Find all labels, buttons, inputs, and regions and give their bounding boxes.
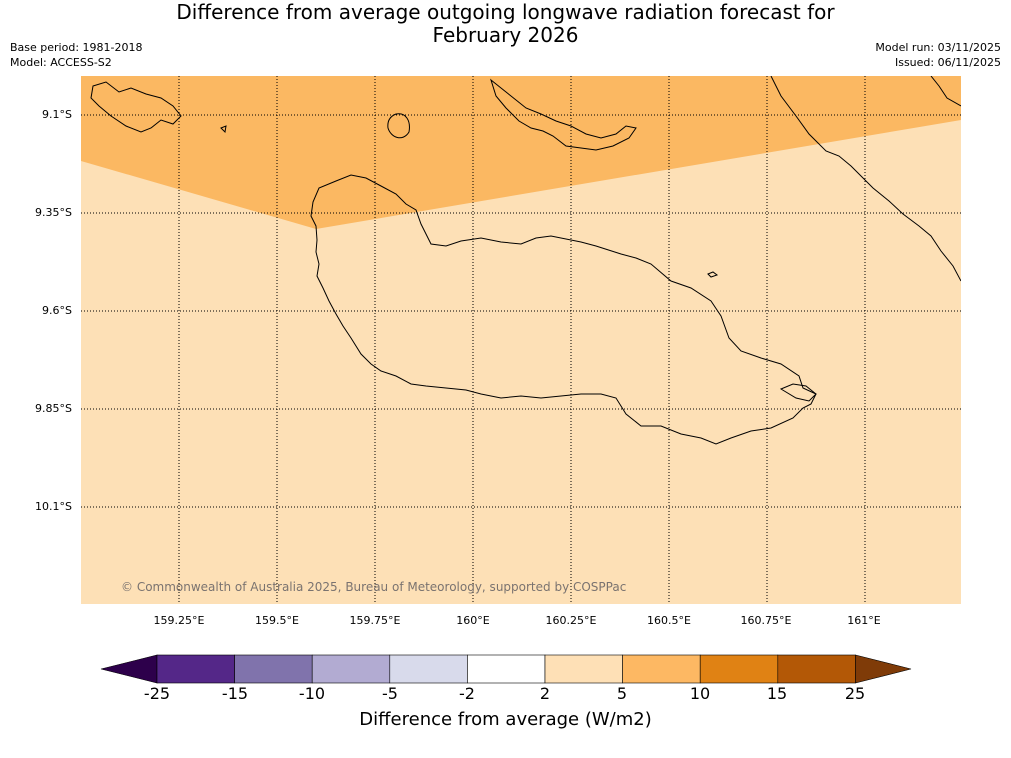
- meta-left: Base period: 1981-2018 Model: ACCESS-S2: [10, 40, 142, 70]
- malaita-north: [930, 76, 961, 107]
- lon-label: 160°E: [456, 614, 490, 627]
- main-island-coast: [310, 174, 817, 445]
- title-line-1: Difference from average outgoing longwav…: [176, 0, 835, 24]
- lon-label: 161°E: [847, 614, 881, 627]
- lon-label: 159.25°E: [153, 614, 205, 627]
- colorbar-tick: -5: [382, 684, 398, 703]
- colorbar-cell: [467, 654, 546, 684]
- map-panel: [81, 76, 961, 604]
- colorbar: [100, 654, 912, 684]
- lon-label: 160.25°E: [545, 614, 597, 627]
- anomaly-band-5-10: [81, 76, 961, 229]
- colorbar-extension-high: [855, 654, 912, 684]
- colorbar-cell: [389, 654, 468, 684]
- malaita-coast: [770, 76, 961, 282]
- colorbar-cell: [234, 654, 313, 684]
- model-name: Model: ACCESS-S2: [10, 56, 112, 69]
- map-svg: [81, 76, 961, 604]
- lat-label: 9.85°S: [35, 402, 72, 415]
- colorbar-svg: [100, 654, 912, 684]
- colorbar-cell: [156, 654, 235, 684]
- colorbar-tick: -15: [221, 684, 249, 703]
- meta-right: Model run: 03/11/2025 Issued: 06/11/2025: [875, 40, 1001, 70]
- islet-small: [707, 271, 719, 278]
- colorbar-tick: 15: [766, 684, 788, 703]
- colorbar-tick: -25: [143, 684, 171, 703]
- florida-islands: [490, 78, 637, 151]
- model-run: Model run: 03/11/2025: [875, 41, 1001, 54]
- graticule: [81, 76, 961, 604]
- copyright-text: © Commonwealth of Australia 2025, Bureau…: [121, 580, 627, 594]
- colorbar-cell: [699, 654, 779, 684]
- colorbar-tick: 25: [844, 684, 866, 703]
- lat-label: 9.35°S: [35, 206, 72, 219]
- savo-island: [387, 113, 410, 139]
- colorbar-cell: [777, 654, 856, 684]
- lon-label: 160.75°E: [740, 614, 792, 627]
- colorbar-tick: 2: [539, 684, 551, 703]
- islet-nw: [220, 125, 227, 134]
- lon-label: 159.75°E: [349, 614, 401, 627]
- colorbar-tick: -10: [298, 684, 326, 703]
- colorbar-tick: -2: [459, 684, 475, 703]
- map-title: Difference from average outgoing longwav…: [0, 1, 1011, 47]
- coastlines: [90, 76, 961, 445]
- colorbar-cell: [544, 654, 623, 684]
- islet-east: [779, 383, 817, 402]
- issued-date: Issued: 06/11/2025: [894, 56, 1001, 69]
- lat-label: 10.1°S: [35, 500, 72, 513]
- lat-label: 9.6°S: [42, 304, 72, 317]
- russell-islands: [90, 81, 182, 133]
- colorbar-label: Difference from average (W/m2): [359, 709, 652, 730]
- title-line-2: February 2026: [432, 23, 579, 47]
- base-period: Base period: 1981-2018: [10, 41, 143, 54]
- colorbar-tick: 5: [616, 684, 628, 703]
- lon-label: 159.5°E: [255, 614, 299, 627]
- lon-label: 160.5°E: [647, 614, 691, 627]
- lat-label: 9.1°S: [42, 108, 72, 121]
- colorbar-extension-low: [100, 654, 158, 684]
- colorbar-cell: [311, 654, 391, 684]
- colorbar-tick: 10: [689, 684, 711, 703]
- colorbar-cell: [622, 654, 701, 684]
